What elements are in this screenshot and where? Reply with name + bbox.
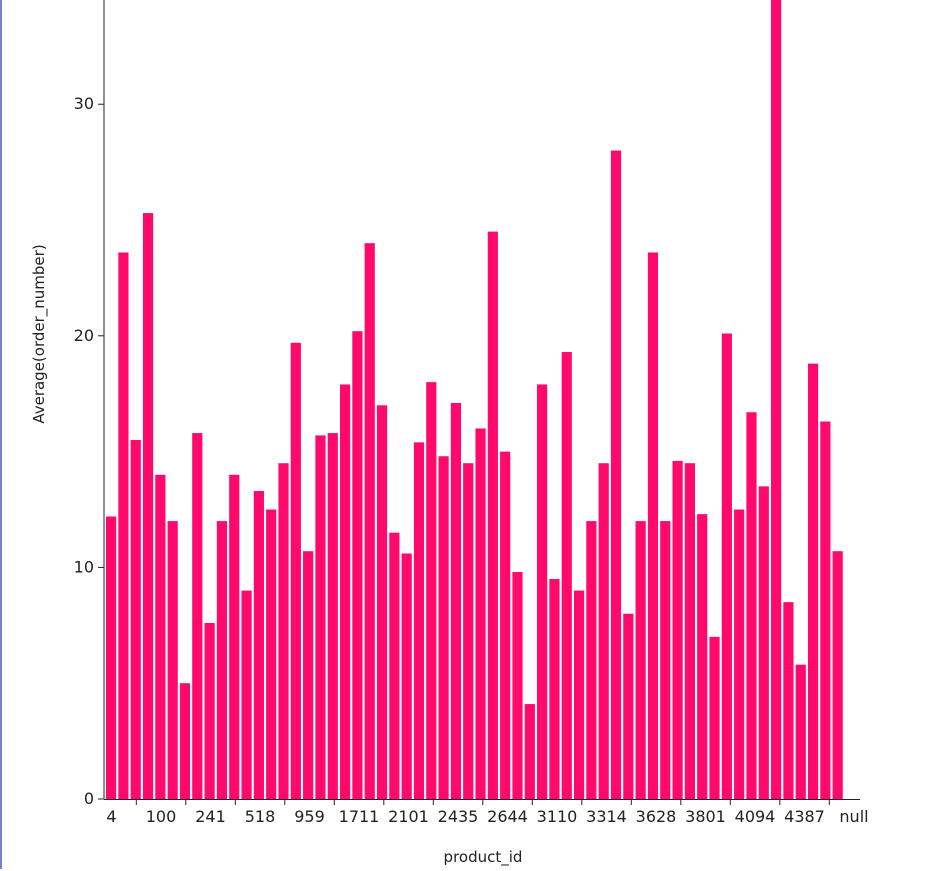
- bar: [573, 590, 585, 799]
- x-tick-label: 518: [245, 807, 276, 826]
- bar: [758, 486, 769, 799]
- bar: [339, 384, 351, 799]
- x-tick-label: 4: [106, 807, 116, 826]
- bar: [155, 474, 166, 799]
- bar: [487, 231, 498, 800]
- bar: [598, 463, 609, 799]
- bar: [142, 213, 154, 799]
- x-tick-label: 4094: [735, 807, 776, 826]
- y-tick-label: 0: [84, 789, 94, 808]
- bar: [179, 683, 191, 799]
- x-tick-label: 3801: [685, 807, 726, 826]
- x-tick-label: 959: [294, 807, 325, 826]
- bar: [106, 516, 117, 799]
- y-axis-title: Average(order_number): [30, 244, 49, 423]
- bar: [352, 331, 363, 799]
- bar: [586, 521, 597, 799]
- x-tick-label: 3110: [537, 807, 578, 826]
- bar: [376, 405, 388, 799]
- x-tick-label: 100: [146, 807, 177, 826]
- bar: [746, 412, 757, 799]
- bar: [167, 521, 178, 799]
- bar: [463, 463, 474, 799]
- bar: [241, 590, 252, 799]
- x-tick-label: 4387: [784, 807, 825, 826]
- bar: [610, 150, 622, 800]
- bars-group: [106, 0, 843, 800]
- bar: [130, 440, 141, 799]
- bar: [635, 521, 646, 799]
- bar: [216, 521, 228, 799]
- bar: [549, 578, 560, 799]
- bar: [450, 402, 462, 799]
- bar: [537, 384, 548, 799]
- x-tick-label: 3314: [586, 807, 627, 826]
- bar: [364, 243, 375, 800]
- x-axis-title: product_id: [444, 848, 523, 867]
- bar: [278, 463, 289, 799]
- y-tick-label: 30: [74, 94, 94, 113]
- bar: [315, 435, 326, 799]
- bar: [389, 532, 400, 799]
- bar: [401, 553, 412, 799]
- bar: [253, 490, 264, 799]
- bar: [684, 463, 695, 799]
- bar: [500, 451, 511, 799]
- x-tick-label: 2644: [487, 807, 528, 826]
- bar: [832, 551, 843, 799]
- axes-group: 0 10 20 30 4 100 241 518 959 1711 2101 2435 2644 3110…: [74, 0, 869, 826]
- bar: [512, 572, 523, 799]
- x-tick-label: 2435: [438, 807, 479, 826]
- bar: [413, 442, 425, 799]
- x-tick-label: 3628: [636, 807, 677, 826]
- bar: [721, 333, 732, 799]
- bar: [697, 514, 708, 799]
- bar: [807, 363, 819, 799]
- x-tick-label: 2101: [388, 807, 429, 826]
- bar: [327, 433, 338, 799]
- bar: [672, 460, 683, 799]
- bar: [229, 474, 240, 799]
- y-tick-label: 10: [74, 557, 94, 576]
- bar: [192, 433, 203, 799]
- bar: [118, 252, 129, 799]
- bar: [303, 551, 314, 799]
- bar: [475, 428, 486, 799]
- bar: [524, 704, 535, 799]
- bar: [623, 613, 634, 799]
- x-tick-label: 1711: [339, 807, 380, 826]
- bar: [647, 252, 659, 799]
- bar: [795, 664, 806, 799]
- bar: [426, 382, 437, 799]
- bar: [660, 521, 671, 799]
- y-tick-label: 20: [74, 326, 94, 345]
- bar: [204, 622, 215, 799]
- bar: [290, 342, 301, 799]
- bar: [709, 636, 720, 799]
- bar: [266, 509, 277, 799]
- x-tick-label: 241: [195, 807, 226, 826]
- bar: [820, 421, 831, 799]
- bar: [783, 602, 794, 799]
- bar: [561, 352, 572, 799]
- bar: [734, 509, 745, 799]
- bar: [438, 456, 449, 799]
- bar: [771, 0, 782, 799]
- x-tick-label: null: [839, 807, 868, 826]
